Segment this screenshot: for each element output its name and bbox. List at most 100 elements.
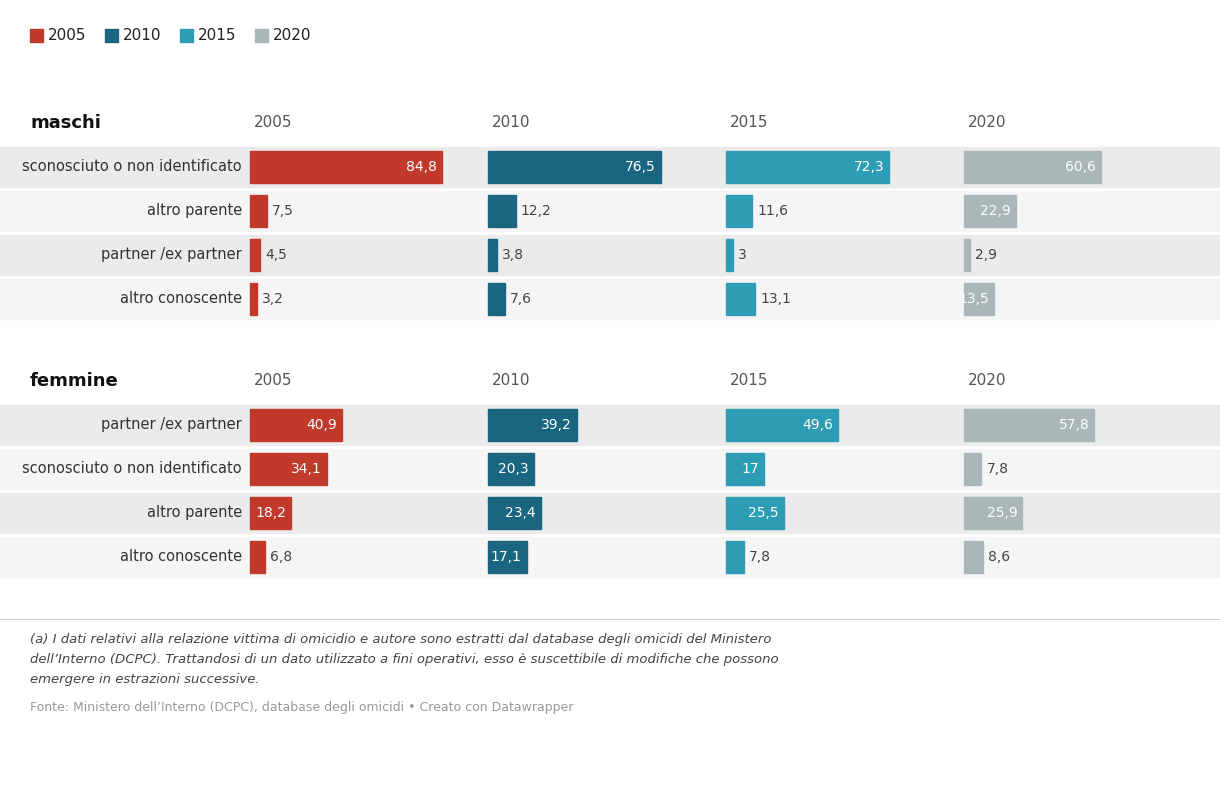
Text: altro parente: altro parente (146, 204, 242, 219)
Bar (488, 195, 516, 227)
Text: 57,8: 57,8 (1059, 417, 1089, 432)
Text: maschi: maschi (30, 114, 101, 131)
Bar (250, 453, 327, 485)
Text: 23,4: 23,4 (505, 506, 536, 520)
Text: 20,3: 20,3 (498, 462, 528, 476)
Text: partner /ex partner: partner /ex partner (101, 247, 242, 262)
Text: 2005: 2005 (254, 373, 293, 388)
Text: 2015: 2015 (730, 116, 769, 130)
Bar (964, 239, 970, 271)
Bar (726, 151, 889, 183)
Text: 25,5: 25,5 (748, 506, 778, 520)
Text: 60,6: 60,6 (1065, 160, 1096, 173)
Text: partner /ex partner: partner /ex partner (101, 417, 242, 432)
Text: 2020: 2020 (967, 373, 1006, 388)
Bar (30, 29, 43, 42)
Text: 40,9: 40,9 (306, 417, 338, 432)
Text: 17,1: 17,1 (490, 550, 522, 564)
Bar (0, 493, 1220, 532)
Bar (250, 151, 442, 183)
Bar (964, 541, 983, 573)
Text: 84,8: 84,8 (406, 160, 437, 173)
Text: altro conoscente: altro conoscente (120, 291, 242, 307)
Text: 22,9: 22,9 (980, 204, 1010, 218)
Bar (250, 497, 292, 528)
Text: 12,2: 12,2 (521, 204, 551, 218)
Bar (0, 147, 1220, 187)
Bar (488, 453, 534, 485)
Text: 6,8: 6,8 (271, 550, 293, 564)
Bar (0, 191, 1220, 230)
Text: 3,2: 3,2 (262, 291, 284, 306)
Bar (0, 405, 1220, 444)
Text: (a) I dati relativi alla relazione vittima di omicidio e autore sono estratti da: (a) I dati relativi alla relazione vitti… (30, 633, 778, 686)
Text: 25,9: 25,9 (987, 506, 1017, 520)
Bar (0, 537, 1220, 577)
Bar (250, 195, 267, 227)
Bar (488, 541, 527, 573)
Text: 49,6: 49,6 (802, 417, 833, 432)
Bar (250, 239, 260, 271)
Bar (181, 29, 193, 42)
Bar (726, 453, 764, 485)
Bar (488, 497, 540, 528)
Bar (726, 195, 752, 227)
Text: 4,5: 4,5 (265, 248, 287, 262)
Bar (726, 497, 783, 528)
Bar (726, 541, 743, 573)
Text: 2010: 2010 (492, 373, 531, 388)
Bar (964, 409, 1094, 440)
Text: 17: 17 (742, 462, 759, 476)
Bar (0, 235, 1220, 275)
Text: 72,3: 72,3 (854, 160, 884, 173)
Bar (105, 29, 118, 42)
Bar (250, 541, 266, 573)
Text: 2010: 2010 (492, 116, 531, 130)
Text: 39,2: 39,2 (540, 417, 571, 432)
Bar (488, 239, 497, 271)
Bar (488, 151, 661, 183)
Text: femmine: femmine (30, 371, 118, 390)
Text: 18,2: 18,2 (255, 506, 287, 520)
Text: 8,6: 8,6 (988, 550, 1010, 564)
Bar (255, 29, 268, 42)
Text: 34,1: 34,1 (292, 462, 322, 476)
Bar (964, 151, 1100, 183)
Bar (726, 283, 755, 314)
Bar (964, 283, 994, 314)
Text: 7,5: 7,5 (272, 204, 294, 218)
Text: 3,8: 3,8 (501, 248, 523, 262)
Bar (964, 453, 981, 485)
Bar (488, 283, 505, 314)
Bar (964, 195, 1015, 227)
Text: 7,8: 7,8 (749, 550, 771, 564)
Text: 2,9: 2,9 (975, 248, 998, 262)
Text: 2020: 2020 (967, 116, 1006, 130)
Text: 11,6: 11,6 (758, 204, 788, 218)
Text: 2010: 2010 (123, 29, 161, 43)
Text: 2015: 2015 (730, 373, 769, 388)
Text: 3: 3 (738, 248, 747, 262)
Text: 7,8: 7,8 (987, 462, 1009, 476)
Text: sconosciuto o non identificato: sconosciuto o non identificato (22, 461, 242, 476)
Bar (250, 283, 257, 314)
Bar (726, 239, 733, 271)
Text: 13,1: 13,1 (760, 291, 792, 306)
Text: 13,5: 13,5 (959, 291, 989, 306)
Bar (488, 409, 577, 440)
Text: altro conoscente: altro conoscente (120, 550, 242, 564)
Bar (0, 279, 1220, 318)
Bar (250, 409, 343, 440)
Bar (726, 409, 838, 440)
Text: 2005: 2005 (48, 29, 87, 43)
Text: 76,5: 76,5 (625, 160, 656, 173)
Text: 2015: 2015 (198, 29, 237, 43)
Bar (964, 497, 1022, 528)
Text: Fonte: Ministero dell’Interno (DCPC), database degli omicidi • Creato con Datawr: Fonte: Ministero dell’Interno (DCPC), da… (30, 701, 573, 714)
Text: 2005: 2005 (254, 116, 293, 130)
Bar (0, 449, 1220, 489)
Text: 2020: 2020 (273, 29, 311, 43)
Text: altro parente: altro parente (146, 505, 242, 520)
Text: 7,6: 7,6 (510, 291, 532, 306)
Text: sconosciuto o non identificato: sconosciuto o non identificato (22, 159, 242, 174)
